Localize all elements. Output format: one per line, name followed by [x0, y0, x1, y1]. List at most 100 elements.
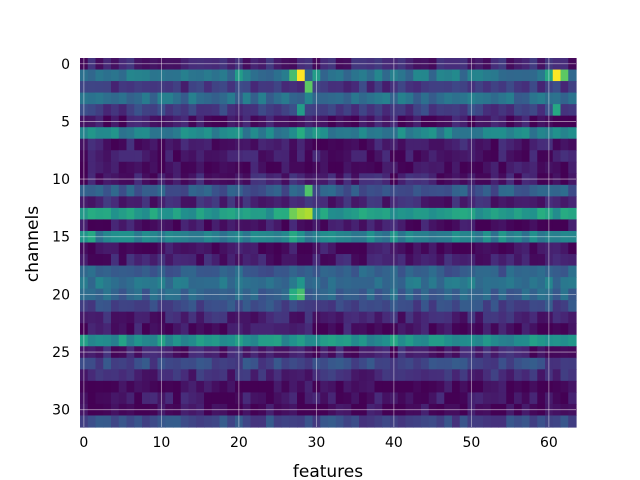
heatmap-cell — [134, 184, 143, 197]
heatmap-cell — [421, 104, 430, 117]
heatmap-cell — [126, 369, 135, 382]
heatmap-cell — [196, 92, 205, 105]
heatmap-cell — [444, 265, 453, 278]
heatmap-cell — [506, 161, 515, 174]
heatmap-cell — [227, 415, 236, 428]
heatmap-cell — [118, 323, 128, 336]
heatmap-cell — [134, 334, 143, 347]
heatmap-cell — [320, 369, 329, 382]
heatmap-cell — [483, 219, 492, 232]
heatmap-cell — [397, 92, 407, 105]
heatmap-cell — [413, 334, 422, 347]
heatmap-cell — [266, 311, 275, 324]
heatmap-cell — [359, 311, 368, 324]
heatmap-cell — [351, 92, 360, 105]
heatmap-cell — [103, 150, 112, 163]
heatmap-cell — [521, 127, 531, 140]
heatmap-cell — [173, 254, 182, 267]
heatmap-cell — [521, 81, 531, 94]
heatmap-cell — [87, 69, 97, 82]
heatmap-cell — [250, 323, 259, 336]
heatmap-cell — [351, 311, 360, 324]
heatmap-cell — [258, 380, 267, 394]
heatmap-cell — [111, 69, 120, 82]
heatmap-cell — [343, 300, 352, 313]
heatmap-cell — [142, 92, 151, 105]
heatmap-cell — [413, 242, 422, 255]
heatmap-cell — [289, 357, 298, 370]
heatmap-cell — [490, 219, 500, 232]
heatmap-cell — [297, 92, 306, 105]
heatmap-cell — [328, 207, 337, 221]
heatmap-cell — [103, 196, 112, 209]
heatmap-cell — [436, 138, 445, 151]
heatmap-cell — [568, 323, 577, 336]
heatmap-cell — [126, 242, 135, 255]
heatmap-cell — [382, 380, 391, 394]
heatmap-cell — [521, 369, 531, 382]
heatmap-cell — [149, 81, 159, 94]
heatmap-cell — [421, 415, 430, 428]
heatmap-cell — [103, 334, 112, 347]
heatmap-cell — [382, 300, 391, 313]
heatmap-cell — [459, 392, 469, 405]
heatmap-cell — [211, 254, 221, 267]
heatmap-cell — [498, 334, 507, 347]
heatmap-cell — [335, 219, 345, 232]
heatmap-cell — [126, 277, 135, 290]
heatmap-cell — [297, 380, 306, 394]
heatmap-cell — [227, 150, 236, 163]
heatmap-cell — [537, 357, 546, 370]
heatmap-cell — [219, 357, 228, 370]
heatmap-cell — [405, 150, 414, 163]
heatmap-cell — [289, 207, 298, 221]
heatmap-cell — [351, 277, 360, 290]
heatmap-cell — [413, 150, 422, 163]
heatmap-cell — [87, 380, 97, 394]
heatmap-cell — [560, 150, 569, 163]
heatmap-cell — [459, 81, 469, 94]
heatmap-cell — [196, 357, 205, 370]
heatmap-cell — [258, 184, 267, 197]
heatmap-cell — [382, 242, 391, 255]
heatmap-cell — [459, 184, 469, 197]
heatmap-cell — [304, 184, 314, 197]
heatmap-cell — [204, 254, 213, 267]
heatmap-cell — [173, 380, 182, 394]
heatmap-cell — [459, 104, 469, 117]
heatmap-cell — [258, 69, 267, 82]
heatmap-cell — [452, 150, 461, 163]
heatmap-cell — [180, 254, 190, 267]
heatmap-cell — [552, 300, 562, 313]
heatmap-cell — [118, 392, 128, 405]
heatmap-cell — [165, 127, 174, 140]
heatmap-cell — [149, 380, 159, 394]
heatmap-cell — [87, 81, 97, 94]
heatmap-cell — [514, 334, 523, 347]
heatmap-cell — [382, 357, 391, 370]
heatmap-cell — [258, 161, 267, 174]
heatmap-cell — [514, 357, 523, 370]
heatmap-cell — [103, 104, 112, 117]
heatmap-cell — [250, 219, 259, 232]
heatmap-cell — [444, 196, 453, 209]
heatmap-cell — [204, 150, 213, 163]
heatmap-cell — [297, 219, 306, 232]
heatmap-cell — [134, 254, 143, 267]
heatmap-cell — [506, 392, 515, 405]
heatmap-cell — [258, 219, 267, 232]
heatmap-cell — [289, 277, 298, 290]
heatmap-cell — [421, 161, 430, 174]
heatmap-cell — [320, 254, 329, 267]
heatmap-cell — [250, 300, 259, 313]
heatmap-cell — [281, 357, 290, 370]
heatmap-cell — [537, 415, 546, 428]
heatmap-cell — [552, 138, 562, 151]
heatmap-cell — [242, 242, 252, 255]
heatmap-cell — [273, 300, 283, 313]
heatmap-cell — [134, 415, 143, 428]
heatmap-cell — [490, 69, 500, 82]
heatmap-cell — [281, 323, 290, 336]
heatmap-cell — [552, 161, 562, 174]
heatmap-cell — [196, 277, 205, 290]
